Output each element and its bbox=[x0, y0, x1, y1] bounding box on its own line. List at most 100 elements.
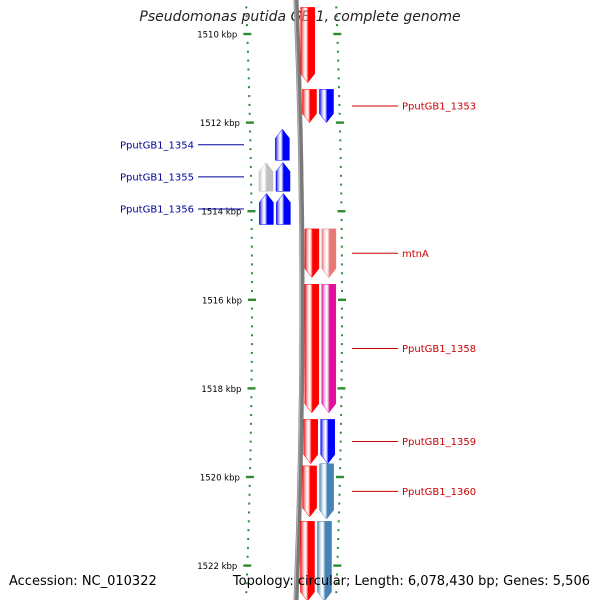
gene-label: PputGB1_1358 bbox=[402, 344, 476, 355]
gene-arrow bbox=[300, 521, 315, 600]
gene-arrow bbox=[276, 193, 291, 225]
gene-arrow bbox=[275, 128, 290, 161]
ruler-dot-outer bbox=[340, 334, 343, 337]
ruler-dot bbox=[250, 201, 253, 204]
ruler-dot bbox=[249, 165, 252, 168]
ruler-dot bbox=[250, 413, 253, 416]
ruler-dot-outer bbox=[340, 263, 343, 266]
topology-text: Topology: circular; Length: 6,078,430 bp… bbox=[232, 574, 590, 589]
ruler-dot bbox=[250, 369, 253, 372]
ruler-dot-outer bbox=[335, 573, 338, 576]
ruler-dot bbox=[249, 174, 252, 177]
ruler-dot-outer bbox=[337, 520, 340, 523]
ruler-tick-label: 1522 kbp bbox=[197, 562, 237, 572]
ruler-dot bbox=[250, 289, 253, 292]
ruler-dot-outer bbox=[340, 201, 343, 204]
gene-arrow bbox=[302, 89, 317, 124]
ruler-dot-outer bbox=[340, 369, 343, 372]
ruler-dot-outer bbox=[337, 529, 340, 532]
ruler-dot-outer bbox=[339, 139, 342, 142]
ruler-major-tick bbox=[247, 210, 256, 213]
ruler-major-tick bbox=[248, 298, 256, 301]
ruler-dot bbox=[250, 351, 253, 354]
ruler-dot-outer bbox=[337, 59, 340, 62]
ruler-dot-outer bbox=[340, 254, 343, 257]
ruler-dot bbox=[245, 582, 248, 585]
ruler-major-tick bbox=[243, 32, 252, 36]
ruler-dot-outer bbox=[338, 493, 341, 496]
gene-label: PputGB1_1354 bbox=[120, 140, 194, 151]
ruler-dot-outer bbox=[339, 165, 342, 168]
ruler-dot bbox=[249, 148, 252, 151]
ruler-dot-outer bbox=[335, 582, 338, 585]
ruler-dot bbox=[248, 484, 251, 487]
gene-arrow bbox=[302, 465, 317, 518]
ruler-dot-outer bbox=[340, 413, 343, 416]
ruler-dot bbox=[250, 227, 253, 230]
ruler-tick-label: 1510 kbp bbox=[197, 31, 237, 41]
ruler-dot bbox=[245, 573, 248, 576]
ruler-dot bbox=[247, 529, 250, 532]
ruler-dot-outer bbox=[337, 511, 340, 514]
ruler-dot bbox=[250, 343, 253, 346]
ruler-dot bbox=[247, 538, 250, 541]
ruler-dot-outer bbox=[338, 502, 341, 505]
ruler-major-tick-outer bbox=[333, 564, 342, 567]
genome-backbone-highlight bbox=[294, 0, 301, 600]
gene-arrow bbox=[304, 284, 320, 414]
ruler-dot bbox=[247, 77, 250, 80]
ruler-dot bbox=[250, 192, 253, 195]
ruler-dot-outer bbox=[340, 360, 343, 363]
ruler-tick-label: 1516 kbp bbox=[202, 296, 242, 306]
ruler-dot bbox=[249, 422, 252, 425]
ruler-dot bbox=[249, 130, 252, 133]
ruler-dot-outer bbox=[340, 378, 343, 381]
ruler-dot bbox=[250, 325, 253, 328]
ruler-major-tick-outer bbox=[333, 32, 342, 36]
ruler-dot-outer bbox=[336, 555, 339, 558]
ruler-dot bbox=[250, 405, 253, 408]
accession-text: Accession: NC_010322 bbox=[9, 574, 157, 589]
ruler-dot bbox=[249, 449, 252, 452]
ruler-dot-outer bbox=[339, 174, 342, 177]
ruler-dot-outer bbox=[336, 546, 339, 549]
ruler-dot bbox=[245, 15, 248, 18]
ruler-dot-outer bbox=[338, 484, 341, 487]
ruler-dot bbox=[247, 68, 250, 71]
gene-arrow bbox=[304, 228, 320, 279]
ruler-dot-outer bbox=[339, 157, 342, 160]
ruler-dot bbox=[247, 59, 250, 62]
ruler-dot-outer bbox=[339, 422, 342, 425]
ruler-dot bbox=[250, 378, 253, 381]
ruler-dot bbox=[250, 272, 253, 275]
ruler-dot bbox=[248, 95, 251, 98]
ruler-dot bbox=[249, 431, 252, 434]
gene-arrow bbox=[319, 463, 334, 520]
ruler-dot bbox=[250, 281, 253, 284]
gene-label: PputGB1_1359 bbox=[402, 437, 476, 448]
ruler-dot bbox=[250, 316, 253, 319]
ruler-major-tick bbox=[245, 121, 254, 124]
ruler-dot bbox=[247, 511, 250, 514]
ruler-dot-outer bbox=[335, 24, 338, 27]
ruler-dot bbox=[246, 50, 249, 53]
ruler-dot bbox=[245, 24, 248, 27]
ruler-dot-outer bbox=[335, 591, 338, 594]
ruler-dot-outer bbox=[340, 236, 343, 239]
ruler-dot bbox=[245, 6, 248, 9]
ruler-dot-outer bbox=[340, 343, 343, 346]
ruler-dot bbox=[250, 219, 253, 222]
map-title: Pseudomonas putida GB-1, complete genome bbox=[139, 9, 461, 25]
gene-arrow bbox=[320, 419, 335, 465]
ruler-dot bbox=[249, 440, 252, 443]
ruler-dot-outer bbox=[337, 77, 340, 80]
ruler-dot bbox=[249, 139, 252, 142]
ruler-dot-outer bbox=[338, 112, 341, 115]
ruler-major-tick bbox=[243, 564, 252, 567]
gene-label: PputGB1_1355 bbox=[120, 172, 194, 183]
ruler-dot-outer bbox=[339, 148, 342, 151]
ruler-dot bbox=[248, 112, 251, 115]
gene-label: PputGB1_1356 bbox=[120, 204, 194, 215]
gene-arrow bbox=[303, 419, 318, 465]
